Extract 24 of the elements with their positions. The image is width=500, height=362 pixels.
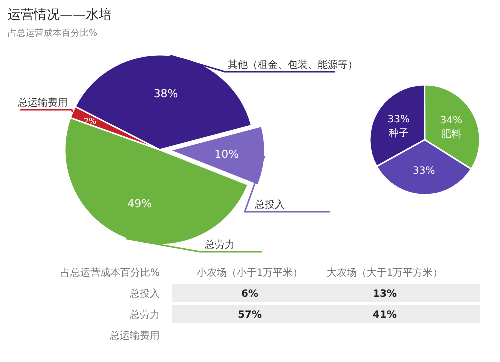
data-label: 33% <box>413 166 436 178</box>
slice-label: 总投入 <box>254 199 285 211</box>
chart-title: 运营情况——水培 <box>8 8 112 23</box>
slice-label: 其他（租金、包装、能源等） <box>228 59 358 71</box>
text: 小农场（小于1万平米） <box>196 267 304 279</box>
slice-label: 种子 <box>388 128 409 140</box>
data-label: 33% <box>388 114 410 126</box>
text: 41% <box>373 310 397 321</box>
data-label: 10% <box>214 148 240 161</box>
data-label: 34% <box>440 115 463 126</box>
text: 13% <box>373 289 397 300</box>
text: 总劳力 <box>129 309 160 321</box>
text: 大农场（大于1万平方米） <box>326 267 444 279</box>
text: 总投入 <box>129 288 160 300</box>
text: 占总运营成本百分比% <box>60 267 160 279</box>
data-label: 49% <box>128 197 152 210</box>
text: 6% <box>242 289 258 300</box>
text: 57% <box>238 310 262 321</box>
slice-label: 总劳力 <box>204 239 235 251</box>
data-label: 38% <box>154 87 178 100</box>
slice-label: 总运输费用 <box>17 97 68 109</box>
text: 总运输费用 <box>109 330 160 342</box>
slice-label: 肥料 <box>441 128 462 140</box>
chart-subtitle: 占总运营成本百分比% <box>8 28 98 39</box>
